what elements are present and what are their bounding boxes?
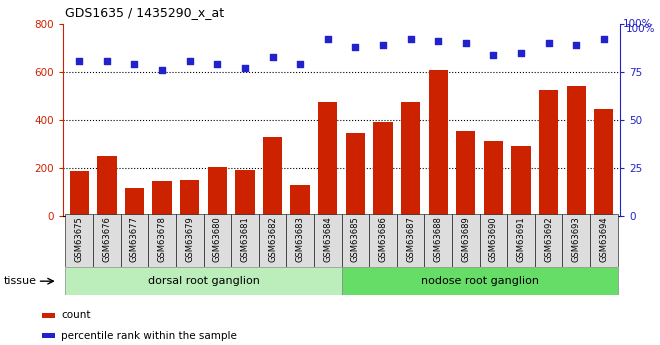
Bar (566, 86, 586, 216)
Bar (369, 214, 397, 267)
Text: GDS1635 / 1435290_x_at: GDS1635 / 1435290_x_at (65, 6, 224, 19)
Point (405, 37, 416, 42)
Text: GSM63693: GSM63693 (572, 217, 581, 262)
Bar (286, 214, 314, 267)
Bar (208, 167, 227, 216)
Text: GSM63689: GSM63689 (461, 217, 471, 262)
Point (433, 39, 444, 44)
Bar (374, 122, 393, 216)
Text: GSM63679: GSM63679 (185, 217, 194, 262)
Bar (176, 214, 203, 267)
Point (240, 66, 250, 71)
Bar (125, 188, 144, 216)
Text: nodose root ganglion: nodose root ganglion (420, 276, 539, 286)
Text: tissue: tissue (3, 276, 36, 286)
Bar (65, 214, 93, 267)
Text: GSM63675: GSM63675 (75, 217, 84, 262)
Point (543, 41, 554, 46)
Bar (507, 214, 535, 267)
Bar (512, 146, 531, 216)
Point (102, 58, 112, 63)
Text: 100%: 100% (626, 24, 655, 34)
Text: dorsal root ganglion: dorsal root ganglion (148, 276, 259, 286)
Point (74, 58, 84, 63)
Point (267, 54, 278, 59)
Text: GSM63685: GSM63685 (351, 217, 360, 262)
Point (515, 50, 526, 56)
Bar (148, 214, 176, 267)
Bar (69, 171, 89, 216)
Text: GSM63678: GSM63678 (158, 217, 166, 263)
Bar (203, 214, 231, 267)
Bar (180, 180, 199, 216)
Text: GSM63686: GSM63686 (378, 217, 387, 263)
Point (295, 62, 306, 67)
Bar (235, 170, 255, 216)
Bar (97, 156, 117, 216)
Bar (42, 333, 55, 338)
Bar (259, 214, 286, 267)
Bar (93, 214, 121, 267)
Text: count: count (61, 310, 90, 321)
Text: GSM63680: GSM63680 (213, 217, 222, 262)
Text: GSM63681: GSM63681 (240, 217, 249, 262)
Text: GSM63682: GSM63682 (268, 217, 277, 262)
Bar (539, 90, 558, 216)
Bar (424, 214, 452, 267)
Bar (263, 137, 282, 216)
Point (184, 58, 195, 63)
Text: GSM63690: GSM63690 (489, 217, 498, 262)
Bar (290, 185, 310, 216)
Bar (65, 267, 342, 295)
Bar (397, 214, 424, 267)
Bar (121, 214, 148, 267)
Point (129, 62, 140, 67)
Text: GSM63694: GSM63694 (599, 217, 609, 262)
Bar (594, 109, 614, 216)
Point (378, 42, 388, 48)
Bar (231, 214, 259, 267)
Point (323, 37, 333, 42)
Bar (590, 214, 618, 267)
Text: GSM63684: GSM63684 (323, 217, 332, 262)
Bar (452, 214, 480, 267)
Point (212, 62, 222, 67)
Text: 100%: 100% (623, 19, 653, 29)
Bar (480, 214, 507, 267)
Bar (342, 214, 369, 267)
Point (461, 41, 471, 46)
Bar (346, 133, 365, 216)
Text: GSM63687: GSM63687 (406, 217, 415, 263)
Point (157, 67, 168, 73)
Bar (318, 102, 337, 216)
Text: GSM63676: GSM63676 (102, 217, 112, 263)
Text: GSM63692: GSM63692 (544, 217, 553, 262)
Point (350, 45, 360, 50)
Point (599, 37, 609, 42)
Text: GSM63683: GSM63683 (296, 217, 305, 263)
Bar (314, 214, 342, 267)
Bar (401, 102, 420, 216)
Bar (152, 181, 172, 216)
Bar (562, 214, 590, 267)
Text: GSM63688: GSM63688 (434, 217, 443, 263)
Text: percentile rank within the sample: percentile rank within the sample (61, 331, 237, 341)
Bar (342, 267, 618, 295)
Bar (484, 141, 503, 216)
Bar (428, 70, 448, 216)
Bar (42, 313, 55, 318)
Point (488, 52, 499, 58)
Text: GSM63677: GSM63677 (130, 217, 139, 263)
Point (571, 42, 581, 48)
Bar (456, 131, 475, 216)
Bar (535, 214, 562, 267)
Text: GSM63691: GSM63691 (517, 217, 525, 262)
